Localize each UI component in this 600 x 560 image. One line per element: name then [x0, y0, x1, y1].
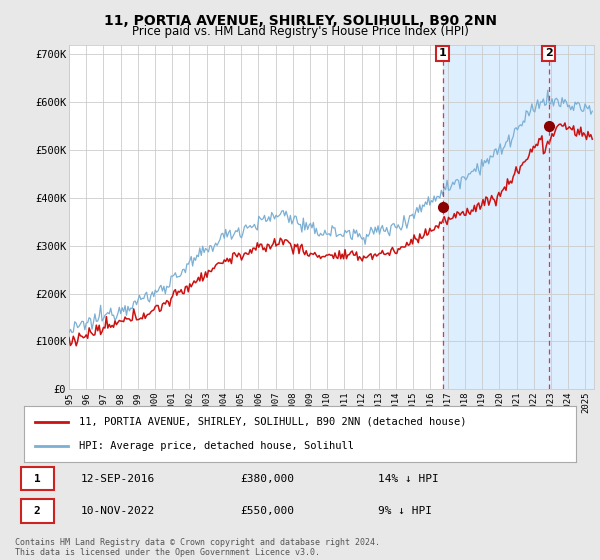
Text: 14% ↓ HPI: 14% ↓ HPI: [378, 474, 439, 484]
FancyBboxPatch shape: [21, 500, 54, 522]
Text: HPI: Average price, detached house, Solihull: HPI: Average price, detached house, Soli…: [79, 441, 354, 451]
Text: Price paid vs. HM Land Registry's House Price Index (HPI): Price paid vs. HM Land Registry's House …: [131, 25, 469, 38]
Text: £550,000: £550,000: [240, 506, 294, 516]
Text: 1: 1: [439, 48, 446, 58]
Text: 1: 1: [34, 474, 41, 484]
Text: 11, PORTIA AVENUE, SHIRLEY, SOLIHULL, B90 2NN (detached house): 11, PORTIA AVENUE, SHIRLEY, SOLIHULL, B9…: [79, 417, 467, 427]
Bar: [443, 45, 594, 389]
Text: 2: 2: [34, 506, 41, 516]
Text: 11, PORTIA AVENUE, SHIRLEY, SOLIHULL, B90 2NN: 11, PORTIA AVENUE, SHIRLEY, SOLIHULL, B9…: [104, 14, 497, 28]
Text: 12-SEP-2016: 12-SEP-2016: [81, 474, 155, 484]
Text: £380,000: £380,000: [240, 474, 294, 484]
Text: Contains HM Land Registry data © Crown copyright and database right 2024.
This d: Contains HM Land Registry data © Crown c…: [15, 538, 380, 557]
Text: 10-NOV-2022: 10-NOV-2022: [81, 506, 155, 516]
Text: 9% ↓ HPI: 9% ↓ HPI: [378, 506, 432, 516]
FancyBboxPatch shape: [21, 467, 54, 491]
Text: 2: 2: [545, 48, 553, 58]
